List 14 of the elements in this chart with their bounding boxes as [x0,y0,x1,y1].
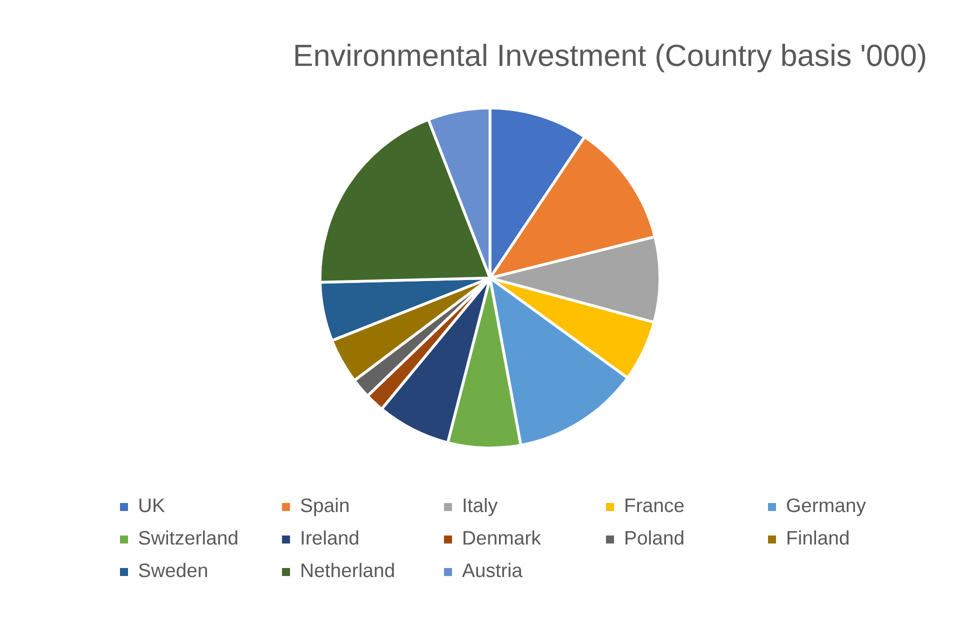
legend-label: UK [140,498,165,512]
legend-label: Spain [300,498,348,516]
legend-label: Denmark [464,530,541,545]
legend-label: Ireland [302,530,358,545]
legend-label: France [626,498,684,512]
legend-label: Switzerland [138,530,238,545]
legend-label: Italy [464,498,498,516]
legend-label: Germany [786,498,866,516]
legend-label: Netherland [302,562,394,578]
legend-label: Sweden [138,562,208,578]
legend-label: Poland [626,530,684,545]
legend-label: Finland [788,530,849,545]
legend-label: Austria [462,562,523,578]
chart-title: Environmental Investment (Country basis '000) [295,44,926,72]
